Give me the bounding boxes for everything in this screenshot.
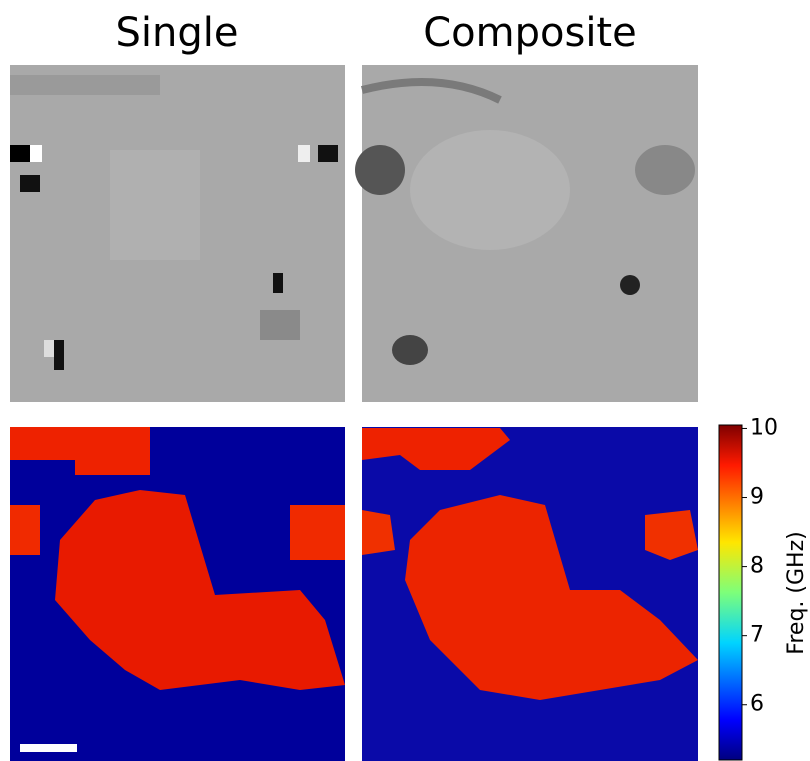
colorbar-tick-label: 6 — [750, 692, 764, 717]
colorbar-tick-label: 8 — [750, 554, 764, 579]
map-composite-freq — [362, 427, 698, 761]
colorbar-label: Freq. (GHz) — [784, 531, 809, 654]
map-single-gray — [10, 65, 345, 402]
colorbar-tick-label: 7 — [750, 623, 764, 648]
colorbar-tick-label: 9 — [750, 485, 764, 510]
panel-title: Single — [116, 10, 239, 56]
colorbar-tick-label: 10 — [750, 415, 778, 440]
map-composite-gray — [355, 65, 698, 402]
figure: Single Composite — [0, 0, 810, 761]
panel-title: Composite — [423, 10, 636, 56]
colorbar — [719, 425, 742, 760]
map-single-freq — [10, 427, 345, 761]
